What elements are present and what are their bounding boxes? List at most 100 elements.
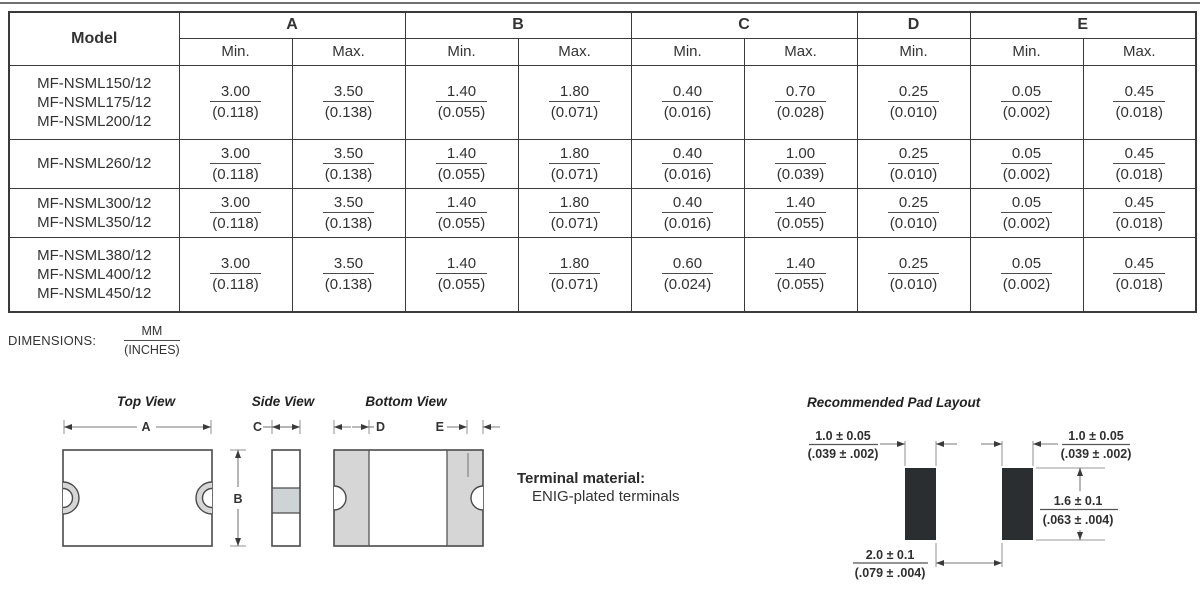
mm-inch-fraction: 1.80 (0.071) [548,194,601,232]
inch-value: (0.138) [324,104,373,121]
model-name: MF-NSML150/12 [37,74,152,92]
mm-inch-fraction: 1.80 (0.071) [548,83,601,121]
mm-inch-fraction: 3.50 (0.138) [322,83,375,121]
mm-value: 1.40 [774,255,827,275]
pad-width-in-right: (.039 ± .002) [1061,447,1132,461]
column-group-a: A [178,11,406,39]
mm-inch-fraction: 0.60 (0.024) [661,255,714,294]
dimensions-note-inches: (INCHES) [124,343,180,357]
dim-d-label: D [376,420,385,434]
model-cell: MF-NSML380/12 MF-NSML400/12 MF-NSML450/12 [8,236,180,313]
inch-value: (0.016) [663,165,712,183]
inch-value: (0.138) [324,276,373,294]
pad-left [905,468,936,540]
value-cell: 1.80 (0.071) [517,236,632,313]
mm-value: 1.40 [435,145,488,164]
column-group-b: B [404,11,632,39]
value-cell: 0.25 (0.010) [856,187,971,238]
value-cell: 1.80 (0.071) [517,187,632,238]
mm-value: 3.50 [322,194,375,213]
mm-inch-fraction: 1.80 (0.071) [548,255,601,293]
col-d-min: Min. [856,37,971,66]
mm-value: 0.25 [887,194,940,213]
mm-inch-fraction: 0.45 (0.018) [1113,194,1166,232]
inch-value: (0.118) [212,276,259,294]
inch-value: (0.071) [550,104,599,121]
table-row: MF-NSML150/12 MF-NSML175/12 MF-NSML200/12 3… [8,64,1197,140]
inch-value: (0.118) [212,214,259,232]
mm-inch-fraction: 1.40 (0.055) [435,194,488,232]
value-cell: 0.05 (0.002) [969,236,1084,313]
inch-value: (0.002) [1002,165,1051,183]
mm-inch-fraction: 1.40 (0.055) [435,255,488,293]
inch-value: (0.028) [776,104,825,121]
mm-value: 1.80 [548,145,601,164]
table-group-header-row: Model A B C D E [8,11,1197,66]
col-c-min: Min. [630,37,745,66]
model-name: MF-NSML300/12 [37,194,152,212]
inch-value: (0.071) [550,165,599,183]
inch-value: (0.055) [437,214,486,232]
value-cell: 0.05 (0.002) [969,187,1084,238]
pad-height-in: (.063 ± .004) [1043,513,1114,527]
value-cell: 0.05 (0.002) [969,64,1084,140]
value-cell: 1.40 (0.055) [404,64,519,140]
mm-value: 1.40 [774,194,827,213]
dimensions-note: DIMENSIONS: MM (INCHES) [8,324,180,357]
mm-inch-fraction: 0.40 (0.016) [661,145,714,183]
model-cell: MF-NSML260/12 [8,138,180,189]
pad-layout-title: Recommended Pad Layout [807,395,981,410]
inch-value: (0.010) [889,104,938,121]
dimensions-note-mm: MM [124,324,180,341]
pad-right [1002,468,1033,540]
mm-value: 1.40 [435,83,488,102]
inch-value: (0.018) [1115,165,1164,183]
col-e-max: Max. [1082,37,1197,66]
dim-c-label: C [253,420,262,434]
side-view-drawing: Side View C [252,394,316,547]
pad-gap-in: (.079 ± .004) [855,566,926,580]
col-b-max: Max. [517,37,632,66]
model-column-header: Model [8,11,180,66]
side-view-body [271,449,301,547]
mm-value: 1.80 [548,194,601,213]
mm-inch-fraction: 3.50 (0.138) [322,194,375,232]
side-view-title: Side View [252,394,316,409]
mm-value: 0.45 [1113,194,1166,213]
value-cell: 1.40 (0.055) [743,187,858,238]
value-cell: 0.40 (0.016) [630,138,745,189]
mm-value: 0.70 [774,83,827,102]
table-subheader-row: Min. Max. Min. Max. Min. Max. Min. Min. … [9,37,1197,66]
model-cell: MF-NSML300/12 MF-NSML350/12 [8,187,180,238]
mm-inch-fraction: 0.05 (0.002) [1000,255,1053,293]
mm-inch-fraction: 0.45 (0.018) [1113,83,1166,121]
inch-value: (0.018) [1115,276,1164,294]
value-cell: 1.40 (0.055) [743,236,858,313]
inch-value: (0.138) [324,214,373,232]
mm-inch-fraction: 3.00 (0.118) [210,255,261,294]
value-cell: 1.40 (0.055) [404,187,519,238]
dimension-table: Model A B C D E Min. Max. Min. Max. Min.… [8,11,1198,313]
mm-inch-fraction: 0.70 (0.028) [774,83,827,121]
mm-inch-fraction: 0.05 (0.002) [1000,145,1053,183]
col-a-min: Min. [178,37,293,66]
inch-value: (0.024) [663,276,712,294]
mm-value: 0.40 [661,83,714,102]
value-cell: 0.45 (0.018) [1082,236,1197,313]
mm-value: 3.50 [322,83,375,102]
value-cell: 1.40 (0.055) [404,138,519,189]
model-cell: MF-NSML150/12 MF-NSML175/12 MF-NSML200/12 [8,64,180,140]
mm-inch-fraction: 1.40 (0.055) [774,255,827,294]
model-name: MF-NSML380/12 [37,246,152,264]
inch-value: (0.016) [663,214,712,232]
inch-value: (0.055) [776,276,825,294]
left-notch-hole [62,487,74,509]
value-cell: 1.80 (0.071) [517,64,632,140]
col-b-min: Min. [404,37,519,66]
pad-layout-drawing: Recommended Pad Layout 1.0 ± 0.05 (.039 … [807,395,1131,580]
value-cell: 1.80 (0.071) [517,138,632,189]
inch-value: (0.018) [1115,104,1164,121]
bottom-left-notch [333,485,347,511]
inch-value: (0.071) [550,214,599,232]
inch-value: (0.055) [776,214,825,232]
